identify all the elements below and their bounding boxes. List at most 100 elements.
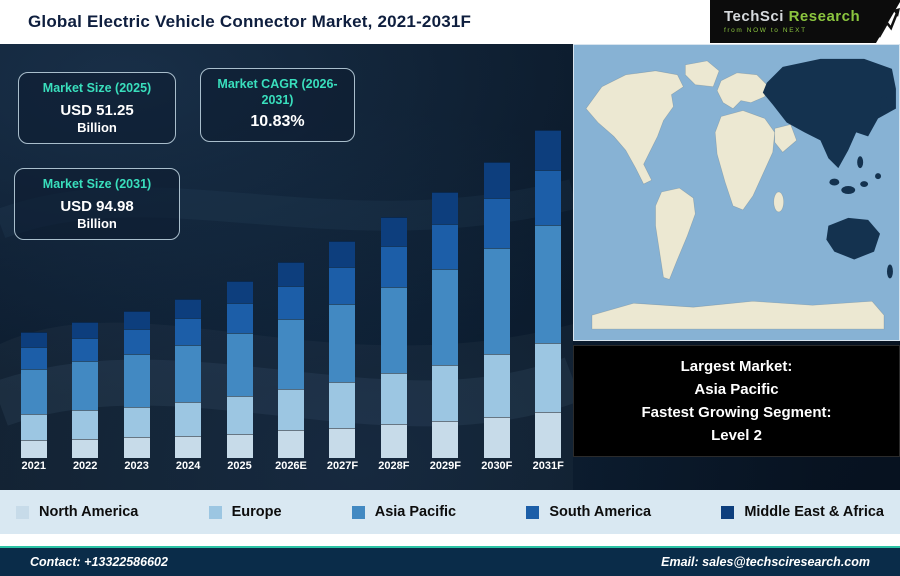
bar-segment-middle-east-africa: [483, 162, 510, 198]
bar-segment-middle-east-africa: [278, 262, 304, 286]
bar-segment-north-america: [483, 416, 510, 458]
bar-2025: [226, 281, 253, 458]
x-axis-label-2030F: 2030F: [481, 460, 513, 472]
brand-primary-text: TechSci: [724, 7, 784, 25]
bar-2028F: [380, 216, 407, 458]
map-region-north-america: [585, 70, 684, 185]
bar-segment-north-america: [226, 433, 253, 458]
bar-2024: [175, 299, 202, 458]
stat-value: USD 51.25: [60, 101, 134, 119]
bar-segment-europe: [72, 410, 99, 439]
bar-segment-middle-east-africa: [175, 299, 202, 319]
bar-2027F: [329, 240, 356, 458]
legend-item-europe: Europe: [208, 504, 282, 520]
legend-label: South America: [549, 504, 652, 520]
callout-line-3: Fastest Growing Segment:: [641, 404, 832, 421]
bar-segment-north-america: [278, 430, 304, 458]
bar-segment-south-america: [432, 223, 459, 269]
bar-segment-europe: [175, 402, 202, 436]
map-region-madagascar: [773, 191, 784, 213]
bar-segment-middle-east-africa: [380, 216, 407, 246]
map-region-arabia: [774, 124, 797, 153]
legend-swatch: [721, 505, 735, 519]
bar-segment-north-america: [432, 420, 459, 458]
stat-card-cagr: Market CAGR (2026-2031) 10.83%: [200, 68, 355, 143]
bar-segment-middle-east-africa: [535, 130, 562, 170]
x-axis-label-2021: 2021: [21, 460, 46, 472]
map-region-antarctica: [591, 300, 885, 330]
legend-label: Europe: [231, 504, 282, 520]
stat-label: Market Size (2031): [42, 177, 152, 191]
bar-segment-north-america: [72, 439, 99, 458]
bar-segment-south-america: [483, 197, 510, 248]
bar-segment-middle-east-africa: [20, 332, 47, 348]
bar-segment-asia-pacific: [380, 286, 407, 374]
bar-segment-asia-pacific: [278, 318, 304, 390]
brand-name: TechSci Research: [724, 7, 860, 26]
bar-segment-europe: [20, 413, 47, 441]
bar-segment-south-america: [226, 302, 253, 333]
bar-segment-north-america: [20, 440, 47, 458]
bar-2022: [72, 322, 99, 458]
bar-segment-asia-pacific: [329, 303, 356, 383]
bar-2021: [20, 332, 47, 458]
legend-item-south-america: South America: [526, 504, 651, 520]
map-region-africa: [714, 110, 776, 211]
x-axis-label-2024: 2024: [175, 460, 201, 472]
bar-segment-europe: [380, 373, 407, 425]
world-map-panel: [573, 44, 900, 341]
legend-swatch: [526, 505, 540, 519]
bar-segment-europe: [278, 389, 304, 431]
x-axis-label-2027F: 2027F: [326, 460, 359, 472]
bar-segment-europe: [483, 354, 510, 417]
bar-segment-asia-pacific: [72, 361, 99, 411]
legend-item-asia-pacific: Asia Pacific: [351, 504, 457, 520]
brand-tagline: from NOW to NEXT: [724, 27, 807, 35]
stat-value: 10.83%: [250, 113, 305, 131]
bar-segment-south-america: [380, 245, 407, 287]
stat-unit: Billion: [77, 120, 117, 136]
callout-line-4: Level 2: [711, 427, 762, 445]
bar-segment-middle-east-africa: [123, 311, 150, 329]
bar-segment-asia-pacific: [535, 225, 562, 344]
brand-logo: TechSci Research from NOW to NEXT: [710, 0, 900, 43]
x-axis-label-2026E: 2026E: [275, 460, 307, 472]
x-axis-label-2022: 2022: [72, 460, 98, 472]
bar-segment-middle-east-africa: [329, 240, 356, 267]
legend-label: North America: [39, 504, 139, 520]
bar-segment-south-america: [175, 318, 202, 346]
bar-segment-asia-pacific: [432, 268, 459, 365]
bar-segment-south-america: [123, 328, 150, 354]
chart-x-axis: 2021 2022 2023 2024 2025 2026E 2027F 2028F 2029F…: [8, 460, 574, 476]
stat-card-market-size-2025: Market Size (2025) USD 51.25 Billion: [18, 72, 176, 145]
x-axis-label-2028F: 2028F: [378, 460, 410, 472]
chart-legend: North America Europe Asia Pacific South Ame…: [0, 490, 900, 534]
bar-segment-north-america: [535, 412, 562, 458]
stacked-bar-chart: 2021 2022 2023 2024 2025 2026E 2027F 2028F 2029F…: [8, 96, 574, 476]
bar-segment-asia-pacific: [226, 332, 253, 397]
bar-segment-south-america: [20, 347, 47, 369]
legend-swatch: [351, 505, 365, 519]
legend-swatch: [16, 505, 29, 519]
bar-2029F: [432, 191, 459, 458]
callout-line-1: Largest Market:: [680, 357, 793, 375]
bar-segment-asia-pacific: [20, 368, 47, 414]
legend-item-north-america: North America: [16, 504, 138, 520]
bar-segment-middle-east-africa: [226, 281, 253, 303]
bar-2031F: [535, 130, 562, 458]
bar-segment-south-america: [329, 266, 356, 304]
bar-segment-asia-pacific: [123, 353, 150, 407]
stat-card-market-size-2031: Market Size (2031) USD 94.98 Billion: [14, 168, 180, 241]
x-axis-label-2031F: 2031F: [532, 460, 564, 472]
bar-segment-europe: [123, 406, 150, 438]
world-map: [574, 45, 899, 340]
bar-segment-south-america: [535, 169, 562, 226]
header: Global Electric Vehicle Connector Market…: [0, 0, 900, 45]
legend-label: Asia Pacific: [374, 504, 457, 520]
bar-segment-north-america: [123, 437, 150, 458]
main-panel: Market Size (2025) USD 51.25 Billion Mar…: [0, 44, 900, 490]
bar-segment-middle-east-africa: [432, 191, 459, 224]
bar-segment-south-america: [278, 285, 304, 319]
bar-2030F: [483, 162, 510, 458]
